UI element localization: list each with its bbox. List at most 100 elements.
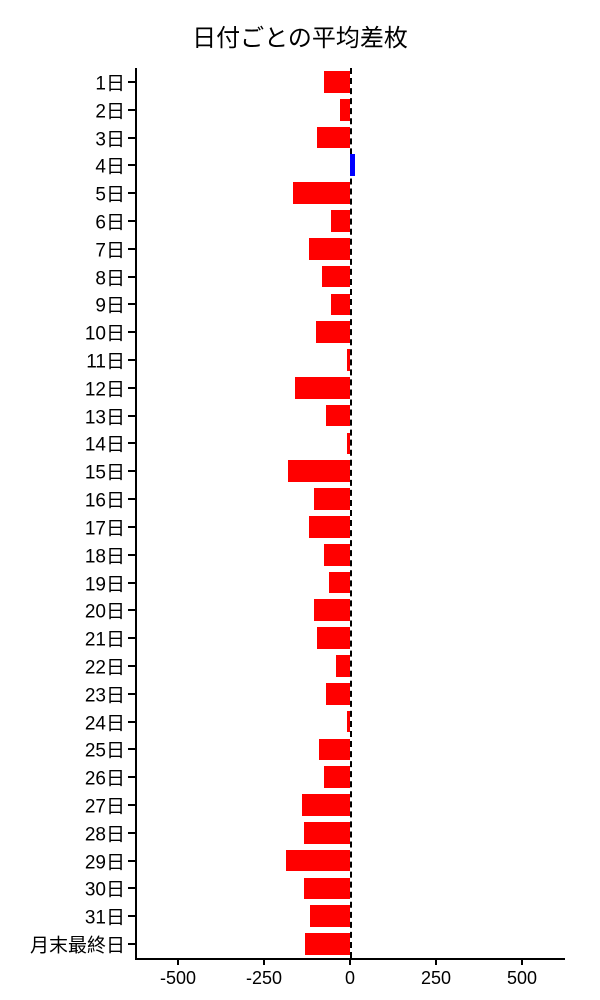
bar bbox=[347, 433, 350, 455]
y-tick bbox=[128, 526, 135, 528]
y-label: 23日 bbox=[85, 680, 125, 707]
y-tick bbox=[128, 109, 135, 111]
bar bbox=[309, 516, 350, 538]
y-tick bbox=[128, 470, 135, 472]
bar bbox=[329, 572, 350, 594]
y-label: 25日 bbox=[85, 736, 125, 763]
y-label: 月末最終日 bbox=[30, 931, 125, 958]
y-tick bbox=[128, 442, 135, 444]
y-label: 5日 bbox=[95, 180, 125, 207]
y-label: 14日 bbox=[85, 430, 125, 457]
chart-container: 日付ごとの平均差枚 1日2日3日4日5日6日7日8日9日10日11日12日13日… bbox=[0, 0, 600, 1000]
y-tick bbox=[128, 721, 135, 723]
y-tick bbox=[128, 415, 135, 417]
y-label: 13日 bbox=[85, 402, 125, 429]
y-label: 7日 bbox=[95, 235, 125, 262]
y-label: 22日 bbox=[85, 652, 125, 679]
bar bbox=[286, 850, 350, 872]
y-tick bbox=[128, 637, 135, 639]
y-label: 19日 bbox=[85, 569, 125, 596]
bar bbox=[293, 182, 350, 204]
y-label: 18日 bbox=[85, 541, 125, 568]
y-label: 17日 bbox=[85, 513, 125, 540]
y-tick bbox=[128, 776, 135, 778]
y-label: 24日 bbox=[85, 708, 125, 735]
bar bbox=[316, 321, 350, 343]
y-label: 9日 bbox=[95, 291, 125, 318]
y-tick bbox=[128, 331, 135, 333]
y-label: 4日 bbox=[95, 152, 125, 179]
y-tick bbox=[128, 276, 135, 278]
y-label: 3日 bbox=[95, 124, 125, 151]
x-label: 500 bbox=[507, 968, 537, 989]
bar bbox=[326, 683, 350, 705]
bar bbox=[310, 905, 350, 927]
y-label: 12日 bbox=[85, 374, 125, 401]
y-axis bbox=[135, 68, 137, 958]
y-tick bbox=[128, 498, 135, 500]
bar bbox=[322, 266, 350, 288]
x-label: -250 bbox=[246, 968, 282, 989]
y-label: 1日 bbox=[95, 68, 125, 95]
bar bbox=[326, 405, 350, 427]
y-tick bbox=[128, 220, 135, 222]
bar bbox=[305, 933, 350, 955]
y-label: 2日 bbox=[95, 96, 125, 123]
y-tick bbox=[128, 248, 135, 250]
x-tick bbox=[177, 958, 179, 965]
y-label: 15日 bbox=[85, 458, 125, 485]
x-tick bbox=[263, 958, 265, 965]
y-label: 6日 bbox=[95, 207, 125, 234]
y-tick bbox=[128, 359, 135, 361]
y-label: 10日 bbox=[85, 319, 125, 346]
y-label: 16日 bbox=[85, 486, 125, 513]
bar bbox=[302, 794, 350, 816]
bar bbox=[314, 488, 350, 510]
y-label: 28日 bbox=[85, 819, 125, 846]
y-label: 26日 bbox=[85, 764, 125, 791]
bar bbox=[347, 349, 350, 371]
plot-area: 1日2日3日4日5日6日7日8日9日10日11日12日13日14日15日16日1… bbox=[135, 68, 565, 958]
y-tick bbox=[128, 609, 135, 611]
x-label: -500 bbox=[160, 968, 196, 989]
bar bbox=[324, 766, 350, 788]
y-tick bbox=[128, 81, 135, 83]
bar bbox=[288, 460, 350, 482]
y-tick bbox=[128, 387, 135, 389]
y-tick bbox=[128, 554, 135, 556]
y-tick bbox=[128, 915, 135, 917]
y-tick bbox=[128, 303, 135, 305]
zero-line bbox=[350, 68, 352, 958]
y-tick bbox=[128, 192, 135, 194]
y-tick bbox=[128, 137, 135, 139]
y-label: 21日 bbox=[85, 625, 125, 652]
y-tick bbox=[128, 693, 135, 695]
x-tick bbox=[521, 958, 523, 965]
bar bbox=[304, 878, 350, 900]
y-label: 20日 bbox=[85, 597, 125, 624]
y-tick bbox=[128, 860, 135, 862]
x-tick bbox=[349, 958, 351, 965]
y-label: 31日 bbox=[85, 903, 125, 930]
bar bbox=[317, 627, 350, 649]
x-tick bbox=[435, 958, 437, 965]
y-label: 30日 bbox=[85, 875, 125, 902]
y-label: 29日 bbox=[85, 847, 125, 874]
y-label: 11日 bbox=[86, 347, 125, 374]
bar bbox=[309, 238, 350, 260]
y-tick bbox=[128, 748, 135, 750]
y-label: 8日 bbox=[95, 263, 125, 290]
y-label: 27日 bbox=[85, 792, 125, 819]
y-tick bbox=[128, 665, 135, 667]
y-tick bbox=[128, 582, 135, 584]
bar bbox=[331, 210, 350, 232]
y-tick bbox=[128, 832, 135, 834]
bar bbox=[324, 71, 350, 93]
y-tick bbox=[128, 943, 135, 945]
bar bbox=[324, 544, 350, 566]
x-label: 250 bbox=[421, 968, 451, 989]
y-tick bbox=[128, 164, 135, 166]
chart-title: 日付ごとの平均差枚 bbox=[0, 18, 600, 53]
bar bbox=[304, 822, 350, 844]
y-tick bbox=[128, 804, 135, 806]
